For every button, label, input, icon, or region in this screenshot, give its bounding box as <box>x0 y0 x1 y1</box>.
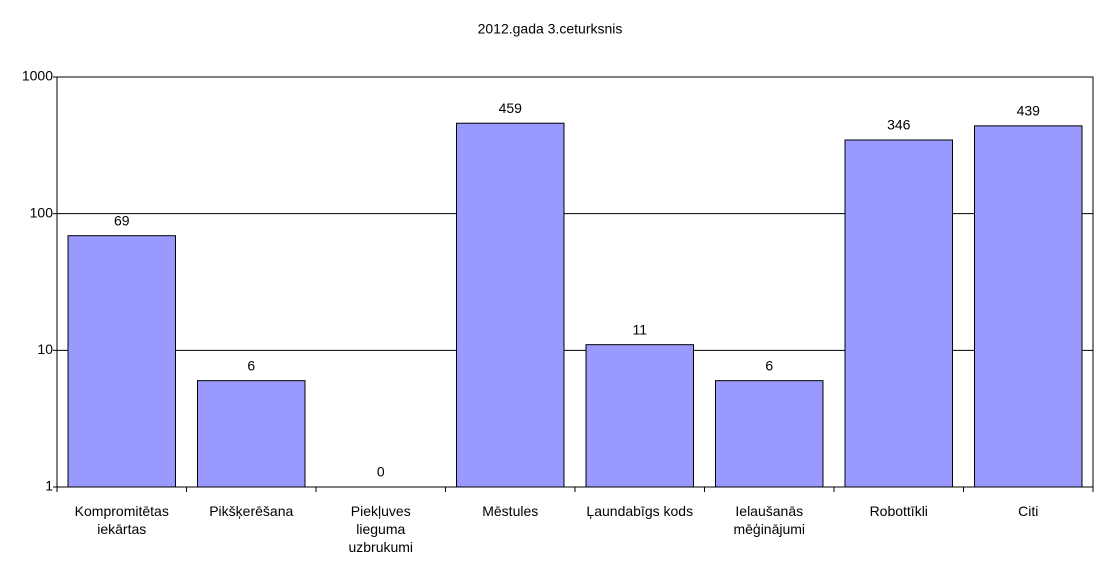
value-label: 69 <box>114 212 130 228</box>
bar <box>974 125 1083 488</box>
x-tick-label: Piekļuves lieguma uzbrukumi <box>348 503 414 555</box>
value-label: 0 <box>377 464 385 480</box>
x-tick-label: Ļaundabīgs kods <box>586 503 694 519</box>
bar <box>456 122 565 488</box>
bar <box>197 380 306 488</box>
bar <box>67 235 176 488</box>
x-tick-label: Robottīkli <box>869 503 928 519</box>
value-label: 459 <box>499 100 523 116</box>
y-tick-label: 1000 <box>22 68 53 84</box>
bar <box>844 139 953 488</box>
bar <box>715 380 824 488</box>
x-tick-label: Ielaušanās mēģinājumi <box>733 503 806 537</box>
value-label: 11 <box>632 321 647 337</box>
chart-title: 2012.gada 3.ceturksnis <box>478 21 623 37</box>
y-tick-label: 1 <box>45 478 53 494</box>
y-tick-label: 100 <box>30 204 54 220</box>
value-label: 6 <box>765 357 773 373</box>
y-tick-label: 10 <box>37 341 53 357</box>
x-tick-label: Mēstules <box>482 503 539 519</box>
value-label: 6 <box>247 357 255 373</box>
value-label: 439 <box>1017 103 1041 119</box>
value-label: 346 <box>887 117 911 133</box>
x-tick-label: Citi <box>1018 503 1039 519</box>
x-tick-label: Kompromitētas iekārtas <box>74 503 169 537</box>
x-tick-label: Pikšķerēšana <box>209 503 294 519</box>
bar <box>585 344 694 488</box>
